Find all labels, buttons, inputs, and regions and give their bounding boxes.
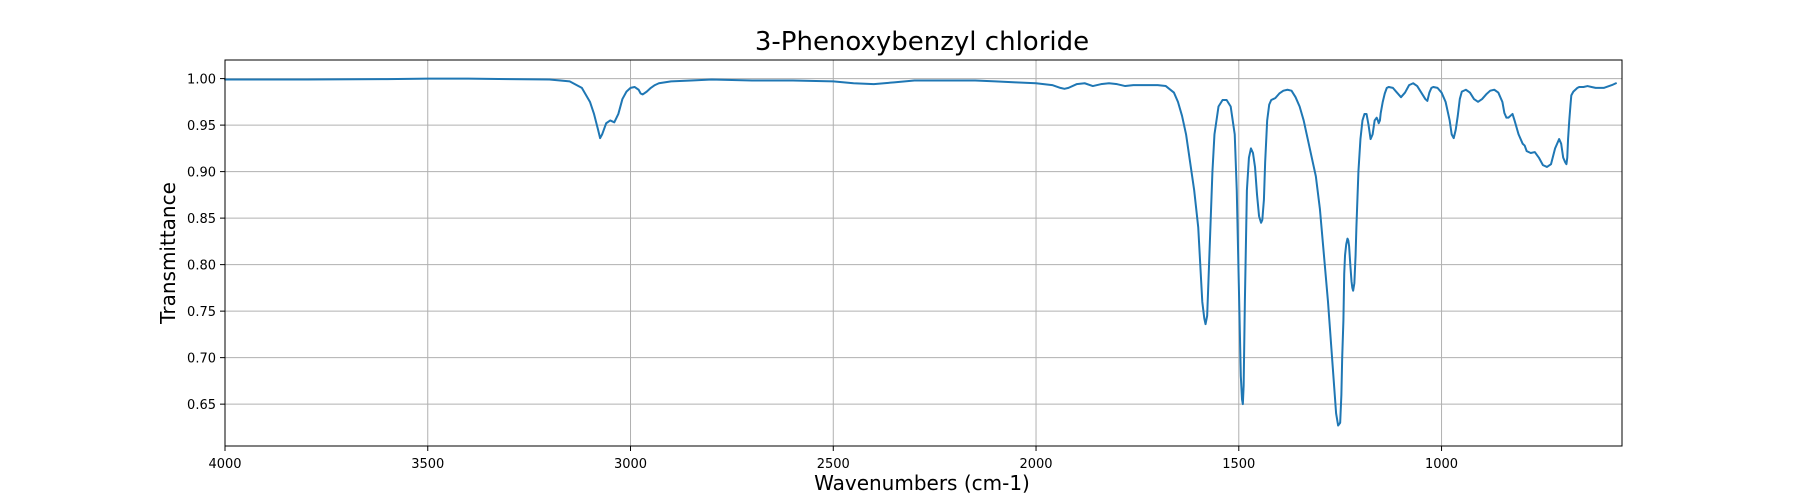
plot-frame xyxy=(224,59,1623,447)
y-tick-label: 0.95 xyxy=(187,119,216,134)
y-tick-label: 0.80 xyxy=(187,259,216,274)
chart-title: 3-Phenoxybenzyl chloride xyxy=(755,27,1089,57)
x-tick-label: 3000 xyxy=(614,457,647,472)
x-tick-label: 2500 xyxy=(817,457,850,472)
y-tick-label: 0.70 xyxy=(187,352,216,367)
y-tick-label: 0.90 xyxy=(187,166,216,181)
grid-layer xyxy=(224,60,1622,446)
plot-layer xyxy=(224,77,1617,427)
x-axis: 4000 3500 3000 2500 2000 1500 1000 xyxy=(208,446,1458,472)
y-axis-label: Transmittance xyxy=(156,182,180,325)
y-tick-label: 0.85 xyxy=(187,212,216,227)
spectrum-series-line xyxy=(224,77,1617,427)
y-tick-label: 1.00 xyxy=(187,73,216,88)
x-axis-label: Wavenumbers (cm-1) xyxy=(814,471,1030,495)
x-tick-label: 1500 xyxy=(1222,457,1255,472)
y-axis: 0.65 0.70 0.75 0.80 0.85 0.90 0.95 1.00 xyxy=(187,73,225,413)
x-tick-label: 3500 xyxy=(411,457,444,472)
x-tick-label: 1000 xyxy=(1425,457,1458,472)
y-tick-label: 0.75 xyxy=(187,305,216,320)
x-tick-label: 4000 xyxy=(208,457,241,472)
y-tick-label: 0.65 xyxy=(187,398,216,413)
x-tick-label: 2000 xyxy=(1019,457,1052,472)
